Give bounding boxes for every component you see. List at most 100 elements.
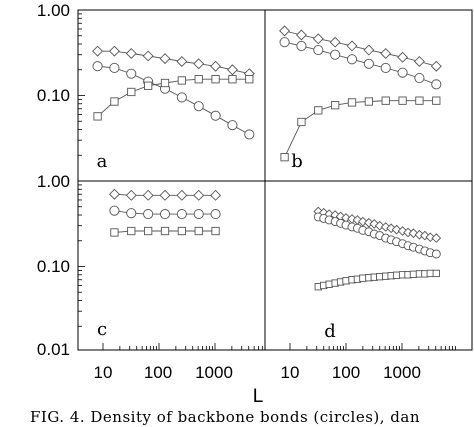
diamond-point [125, 48, 137, 59]
diamond-point [397, 51, 409, 63]
circle-point [227, 120, 238, 131]
circle-point [313, 45, 324, 56]
circle-point [193, 101, 204, 112]
diamond-point [176, 189, 188, 201]
diamond-point [279, 25, 291, 37]
circle-point [380, 62, 391, 74]
square-point [392, 271, 401, 279]
series-line-b-circle [284, 41, 437, 85]
square-point [432, 269, 440, 278]
square-point [127, 87, 136, 97]
circle-point [109, 62, 120, 74]
diamond-point [142, 189, 154, 201]
square-point [347, 98, 357, 107]
tick-marks [78, 13, 456, 350]
diamond-point [142, 50, 154, 62]
square-point [144, 81, 153, 90]
circle-point [176, 92, 187, 103]
x-tick-label-left-3: 1000 [195, 363, 233, 382]
square-point [177, 226, 186, 236]
circle-point [126, 68, 137, 79]
diamond-point [413, 56, 425, 67]
series-line-a-circle [97, 65, 250, 135]
y-tick-label-bottom-2: 0.10 [37, 257, 70, 276]
circle-point [143, 209, 154, 220]
square-point [359, 274, 367, 282]
x-tick-label-right-1: 10 [281, 363, 300, 382]
circle-point [159, 209, 171, 220]
square-point [160, 78, 170, 88]
square-point [177, 76, 186, 85]
square-point [325, 280, 333, 288]
diamond-point [159, 189, 171, 201]
square-point [297, 117, 306, 127]
square-point [409, 270, 418, 278]
square-point [314, 106, 323, 115]
circle-point [193, 209, 204, 220]
diamond-point [108, 188, 120, 200]
diamond-point [363, 44, 375, 56]
square-point [398, 96, 407, 105]
square-point [144, 226, 153, 236]
circle-point [244, 129, 255, 140]
diamond-point [226, 64, 238, 76]
square-point [93, 112, 102, 121]
circle-point [92, 61, 103, 72]
diamond-point [380, 48, 392, 59]
panel-label-a: a [97, 151, 108, 172]
data-marks [92, 25, 442, 291]
square-point [228, 75, 237, 84]
circle-point [330, 49, 341, 60]
diamond-point [193, 189, 205, 201]
panel-label-d: d [324, 321, 336, 342]
circle-point [431, 249, 441, 259]
circle-point [109, 205, 120, 216]
diamond-point [193, 58, 205, 70]
diamond-point [176, 56, 188, 67]
x-tick-label-right-2: 100 [332, 363, 360, 382]
diamond-point [159, 53, 171, 65]
circle-point [210, 209, 221, 220]
diamond-point [312, 33, 324, 45]
series-line-a-diamond [97, 50, 250, 75]
circle-point [414, 72, 425, 84]
square-point [245, 75, 254, 84]
square-point [364, 97, 373, 106]
diamond-point [125, 189, 137, 201]
diamond-point [430, 60, 442, 72]
diamond-point [346, 40, 358, 52]
y-tick-label-top-1: 1.00 [37, 1, 70, 20]
square-point [342, 277, 350, 285]
circle-point [210, 110, 221, 121]
x-axis-label: L [253, 386, 264, 407]
square-point [376, 273, 384, 281]
circle-point [176, 209, 187, 220]
series-line-b-diamond [284, 30, 437, 67]
diamond-point [295, 29, 307, 41]
series-line-b-square [284, 100, 437, 158]
square-point [110, 228, 119, 237]
square-point [127, 226, 136, 236]
diamond-point [431, 233, 442, 243]
circle-point [346, 54, 358, 65]
square-point [331, 101, 340, 110]
figure-caption: FIG. 4. Density of backbone bonds (circl… [30, 408, 420, 426]
square-point [280, 153, 289, 162]
circle-point [431, 79, 442, 90]
y-tick-label-bottom-1: 1.00 [37, 172, 70, 191]
panel-label-c: c [97, 319, 107, 340]
diamond-point [210, 60, 222, 72]
y-tick-label-top-2: 0.10 [37, 86, 70, 105]
circle-point [397, 67, 408, 78]
square-point [381, 96, 390, 105]
series-line-a-square [97, 78, 250, 117]
plot-frame [77, 9, 473, 351]
square-point [426, 269, 434, 278]
x-tick-label-left-2: 100 [144, 363, 172, 382]
diamond-point [210, 189, 222, 201]
circle-point [363, 58, 374, 69]
square-point [194, 75, 203, 84]
diamond-point [108, 45, 120, 57]
diamond-point [358, 216, 368, 227]
